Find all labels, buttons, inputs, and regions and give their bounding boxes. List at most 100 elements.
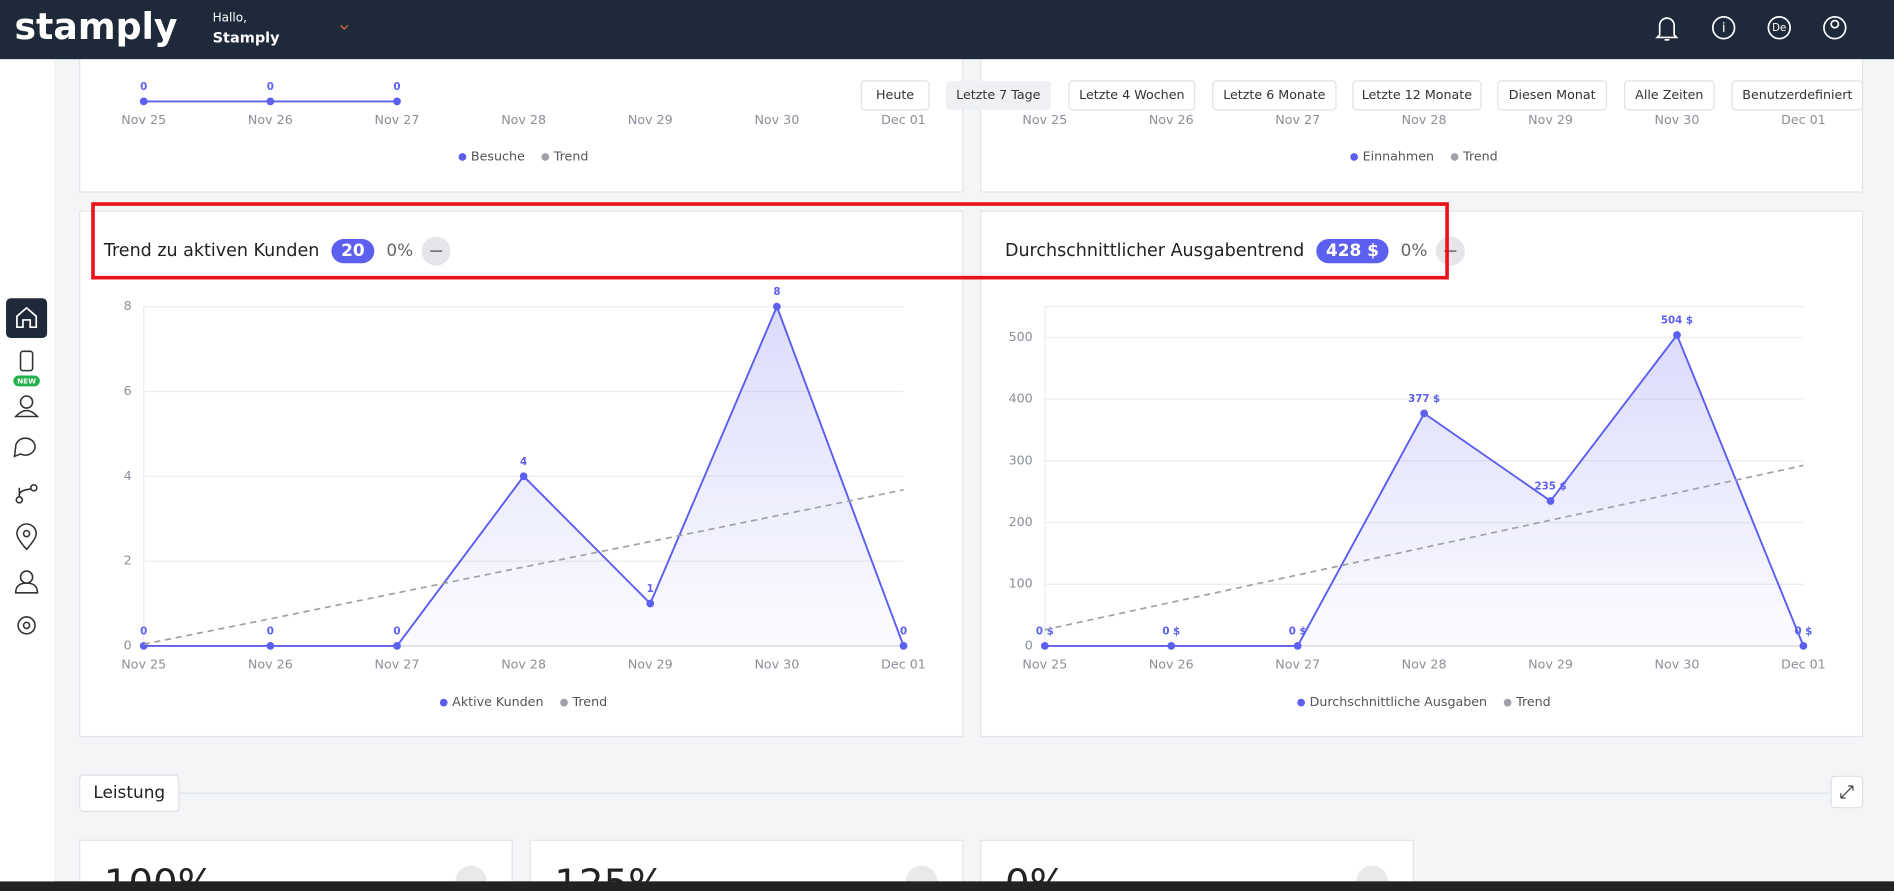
logo[interactable]: stamply — [14, 5, 177, 48]
filter-label: Alle Zeiten — [1635, 87, 1703, 102]
topbar — [0, 0, 1894, 60]
section-title: Leistung — [93, 782, 165, 802]
data-label: 0 — [140, 625, 147, 637]
nav-location[interactable] — [16, 523, 38, 551]
total-badge — [331, 239, 375, 264]
x-tick-label: Nov 30 — [1655, 657, 1700, 672]
section-button[interactable] — [79, 774, 180, 812]
trend-line — [1044, 464, 1804, 631]
badge-text: NEW — [17, 377, 36, 386]
filter-button[interactable] — [860, 80, 930, 111]
x-tick-label: Dec 01 — [881, 657, 926, 672]
info[interactable] — [1711, 16, 1736, 40]
change-value: 0% — [1401, 240, 1428, 260]
bottom-bar — [0, 881, 1894, 891]
nav-customers[interactable] — [19, 395, 34, 409]
data-label: 0 $ — [1794, 625, 1812, 637]
y-tick-label: 0 — [1025, 637, 1033, 652]
x-tick-label: Nov 27 — [375, 112, 420, 127]
filter-label: Letzte 7 Tage — [956, 87, 1041, 102]
badge — [13, 375, 40, 387]
y-tick-label: 200 — [1009, 514, 1033, 529]
data-point — [899, 642, 908, 650]
data-label: 0 $ — [1036, 625, 1054, 637]
language[interactable] — [1767, 16, 1791, 40]
x-tick-label: Dec 01 — [1781, 657, 1826, 672]
y-tick-label: 0 — [124, 637, 132, 652]
x-tick-label: Nov 28 — [1402, 112, 1447, 127]
total-value: 428 $ — [1326, 240, 1379, 260]
data-label: 377 $ — [1408, 393, 1440, 405]
nav-flow[interactable] — [15, 496, 24, 504]
chart-title: Durchschnittlicher Ausgabentrend — [1005, 241, 1304, 261]
filter-button[interactable] — [1352, 80, 1482, 111]
data-label: 0 — [393, 625, 400, 637]
data-label: 504 $ — [1661, 315, 1693, 327]
x-tick-label: Nov 26 — [1149, 112, 1194, 127]
x-tick-label: Nov 25 — [121, 112, 166, 127]
data-point — [1293, 642, 1302, 650]
x-tick-label: Nov 26 — [248, 112, 293, 127]
area — [1044, 335, 1804, 646]
data-label: 1 — [647, 583, 654, 595]
total-value: 20 — [341, 240, 365, 260]
x-tick-label: Nov 30 — [754, 112, 799, 127]
x-tick-label: Nov 29 — [628, 657, 673, 672]
x-tick-label: Nov 29 — [1528, 112, 1573, 127]
nav-app[interactable] — [19, 350, 34, 372]
data-label: 8 — [773, 286, 780, 298]
chart-title: Trend zu aktiven Kunden — [103, 241, 319, 261]
data-point — [519, 472, 528, 481]
filter-button[interactable] — [1068, 80, 1196, 111]
dropdown-icon[interactable] — [340, 24, 349, 30]
x-tick-label: Nov 27 — [1275, 657, 1320, 672]
card — [79, 35, 964, 193]
x-tick-label: Nov 25 — [1022, 657, 1067, 672]
data-label: 0 — [393, 81, 400, 93]
legend-marker — [560, 698, 568, 707]
legend-marker — [458, 153, 467, 161]
x-tick-label: Nov 29 — [628, 112, 673, 127]
filter-label: Diesen Monat — [1509, 87, 1596, 102]
y-tick-label: 6 — [124, 383, 132, 398]
user-name[interactable]: Stamply — [213, 31, 281, 47]
data-point — [1799, 642, 1808, 650]
data-label: 0 $ — [1289, 625, 1307, 637]
filter-label: Letzte 12 Monate — [1362, 87, 1473, 102]
data-label: 0 $ — [1162, 625, 1180, 637]
filter-button[interactable] — [1497, 80, 1608, 111]
filter-button[interactable] — [1624, 80, 1715, 111]
filter-button[interactable] — [1731, 80, 1864, 111]
filter-button[interactable] — [945, 80, 1051, 110]
x-tick-label: Nov 30 — [754, 657, 799, 672]
data-label: 235 $ — [1534, 480, 1566, 492]
x-tick-label: Nov 30 — [1655, 112, 1700, 127]
nav-icon — [22, 529, 31, 538]
x-tick-label: Nov 26 — [1149, 657, 1194, 672]
filter-button[interactable] — [1212, 80, 1337, 111]
x-tick-label: Nov 29 — [1528, 657, 1573, 672]
notifications[interactable] — [1655, 17, 1679, 41]
legend-label: Besuche — [471, 148, 525, 163]
nav-home[interactable] — [6, 298, 48, 339]
nav-chat[interactable] — [13, 437, 36, 458]
legend-marker — [1450, 153, 1459, 161]
nav-settings[interactable] — [17, 616, 36, 635]
legend-marker — [541, 153, 550, 161]
y-tick-label: 2 — [124, 553, 132, 568]
filter-label: Heute — [876, 87, 914, 102]
data-point — [1673, 331, 1681, 339]
y-tick-label: 8 — [124, 298, 132, 313]
total-badge — [1316, 239, 1389, 264]
nav-icon — [13, 409, 40, 418]
info-icon: i — [1722, 21, 1726, 36]
charts: Nov 25 Nov 26 Nov 27 Nov 28 Nov 29 Nov 30 Dec … — [103, 81, 1826, 709]
nav-icon — [30, 483, 38, 492]
x-tick-label: Nov 26 — [248, 657, 293, 672]
account[interactable] — [1823, 16, 1847, 40]
data-point — [266, 97, 275, 106]
x-tick-label: Nov 27 — [1275, 112, 1320, 127]
card — [980, 35, 1864, 193]
legend-label: Aktive Kunden — [452, 694, 543, 709]
